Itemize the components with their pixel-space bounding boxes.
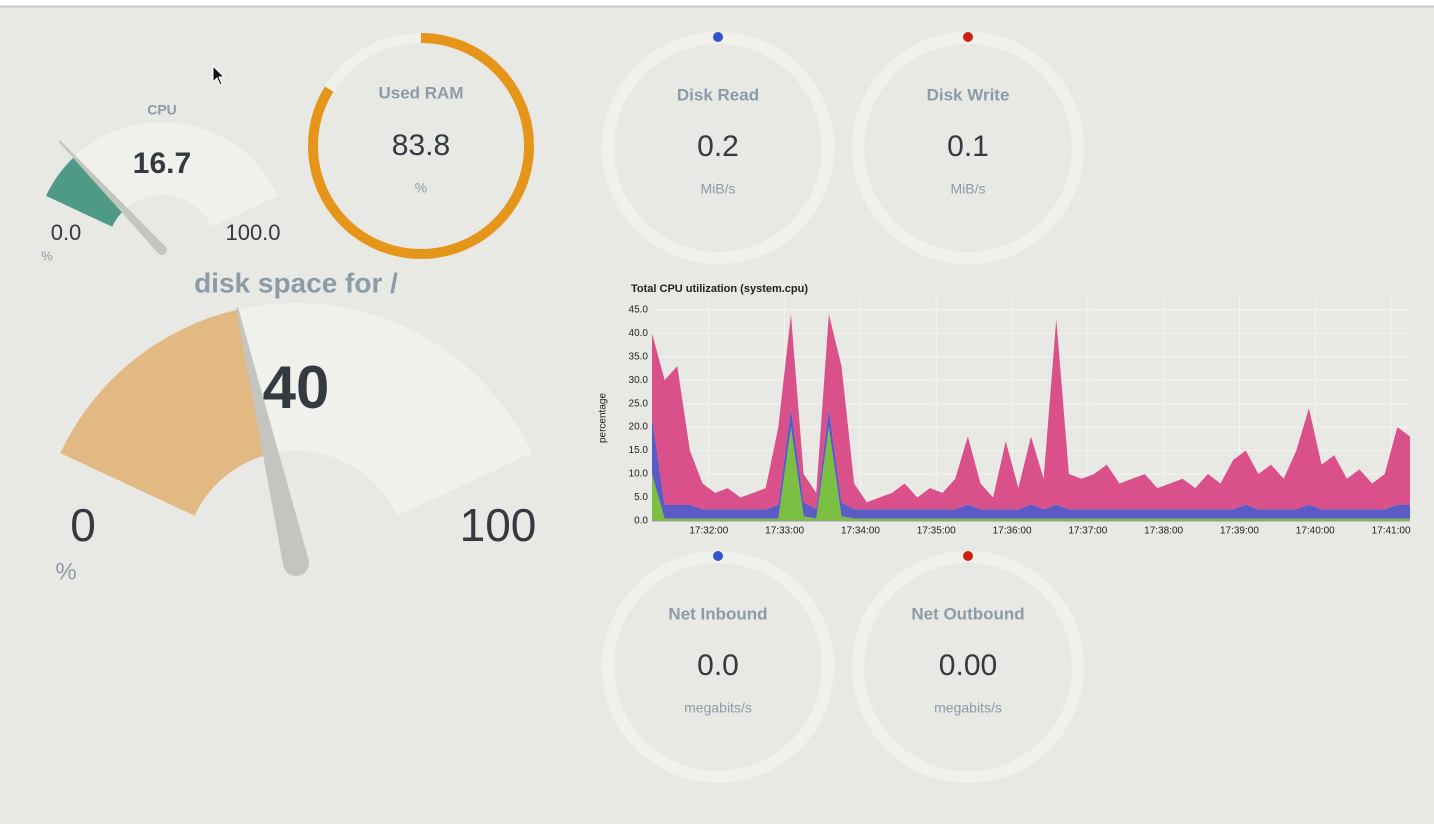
y-axis-label: percentage	[598, 393, 609, 443]
pie-value: 0.00	[939, 649, 997, 682]
gauge-needle-base	[157, 245, 167, 255]
x-tick-label: 17:36:00	[993, 526, 1032, 537]
gauge-title: disk space for /	[194, 267, 398, 298]
pie-unit: megabits/s	[934, 700, 1002, 716]
chart-title: Total CPU utilization (system.cpu)	[631, 283, 808, 295]
ring-title: Used RAM	[378, 83, 463, 102]
gauge-fill	[60, 309, 271, 516]
y-tick-label: 10.0	[629, 469, 649, 480]
status-dot	[963, 551, 973, 561]
pie-title: Disk Read	[677, 85, 759, 104]
x-tick-label: 17:34:00	[841, 526, 880, 537]
widgets: CPU 16.7 0.0 100.0% disk space for / 40 0 100% U…	[41, 32, 1411, 783]
pie-unit: MiB/s	[701, 181, 736, 197]
y-tick-label: 25.0	[629, 398, 649, 409]
ring-unit: %	[415, 180, 427, 196]
mouse-cursor	[212, 64, 226, 86]
top-bar	[0, 0, 1434, 6]
y-tick-label: 30.0	[629, 375, 649, 386]
gauge-unit: %	[41, 248, 53, 263]
gauge-max: 100	[460, 499, 537, 551]
pie-unit: MiB/s	[951, 181, 986, 197]
gauge-unit: %	[55, 558, 76, 585]
gauge-min: 0.0	[51, 220, 82, 245]
gauge-max: 100.0	[225, 220, 280, 245]
gauge-title: CPU	[147, 102, 177, 118]
gauge-fill	[45, 156, 125, 227]
x-tick-label: 17:33:00	[765, 526, 804, 537]
y-tick-label: 35.0	[629, 351, 649, 362]
pie-title: Net Inbound	[668, 604, 767, 623]
x-tick-label: 17:40:00	[1296, 526, 1335, 537]
y-tick-label: 20.0	[629, 422, 649, 433]
x-tick-label: 17:35:00	[917, 526, 956, 537]
x-tick-label: 17:32:00	[689, 526, 728, 537]
x-tick-label: 17:38:00	[1144, 526, 1183, 537]
gauge-needle	[236, 307, 309, 566]
pie-title: Disk Write	[927, 85, 1010, 104]
pie-value: 0.0	[697, 649, 739, 682]
pie-unit: megabits/s	[684, 700, 752, 716]
y-tick-label: 40.0	[629, 328, 649, 339]
gauge-min: 0	[70, 499, 96, 551]
gauge-needle	[58, 140, 166, 254]
y-tick-label: 0.0	[634, 516, 648, 527]
ring-value: 83.8	[392, 129, 450, 162]
ring-fill	[308, 33, 534, 259]
pie-value: 0.1	[947, 130, 989, 163]
x-tick-label: 17:39:00	[1220, 526, 1259, 537]
y-tick-label: 5.0	[634, 492, 648, 503]
gauge-value: 40	[263, 354, 330, 421]
area	[652, 314, 1410, 510]
status-dot	[963, 32, 973, 42]
y-tick-label: 45.0	[629, 304, 649, 315]
status-dot	[713, 32, 723, 42]
y-tick-label: 15.0	[629, 445, 649, 456]
pie-value: 0.2	[697, 130, 739, 163]
gauge-value: 16.7	[133, 147, 191, 180]
x-tick-label: 17:37:00	[1068, 526, 1107, 537]
gauge-needle-base	[283, 550, 309, 576]
pie-title: Net Outbound	[911, 604, 1024, 623]
status-dot	[713, 551, 723, 561]
x-tick-label: 17:41:00	[1372, 526, 1411, 537]
